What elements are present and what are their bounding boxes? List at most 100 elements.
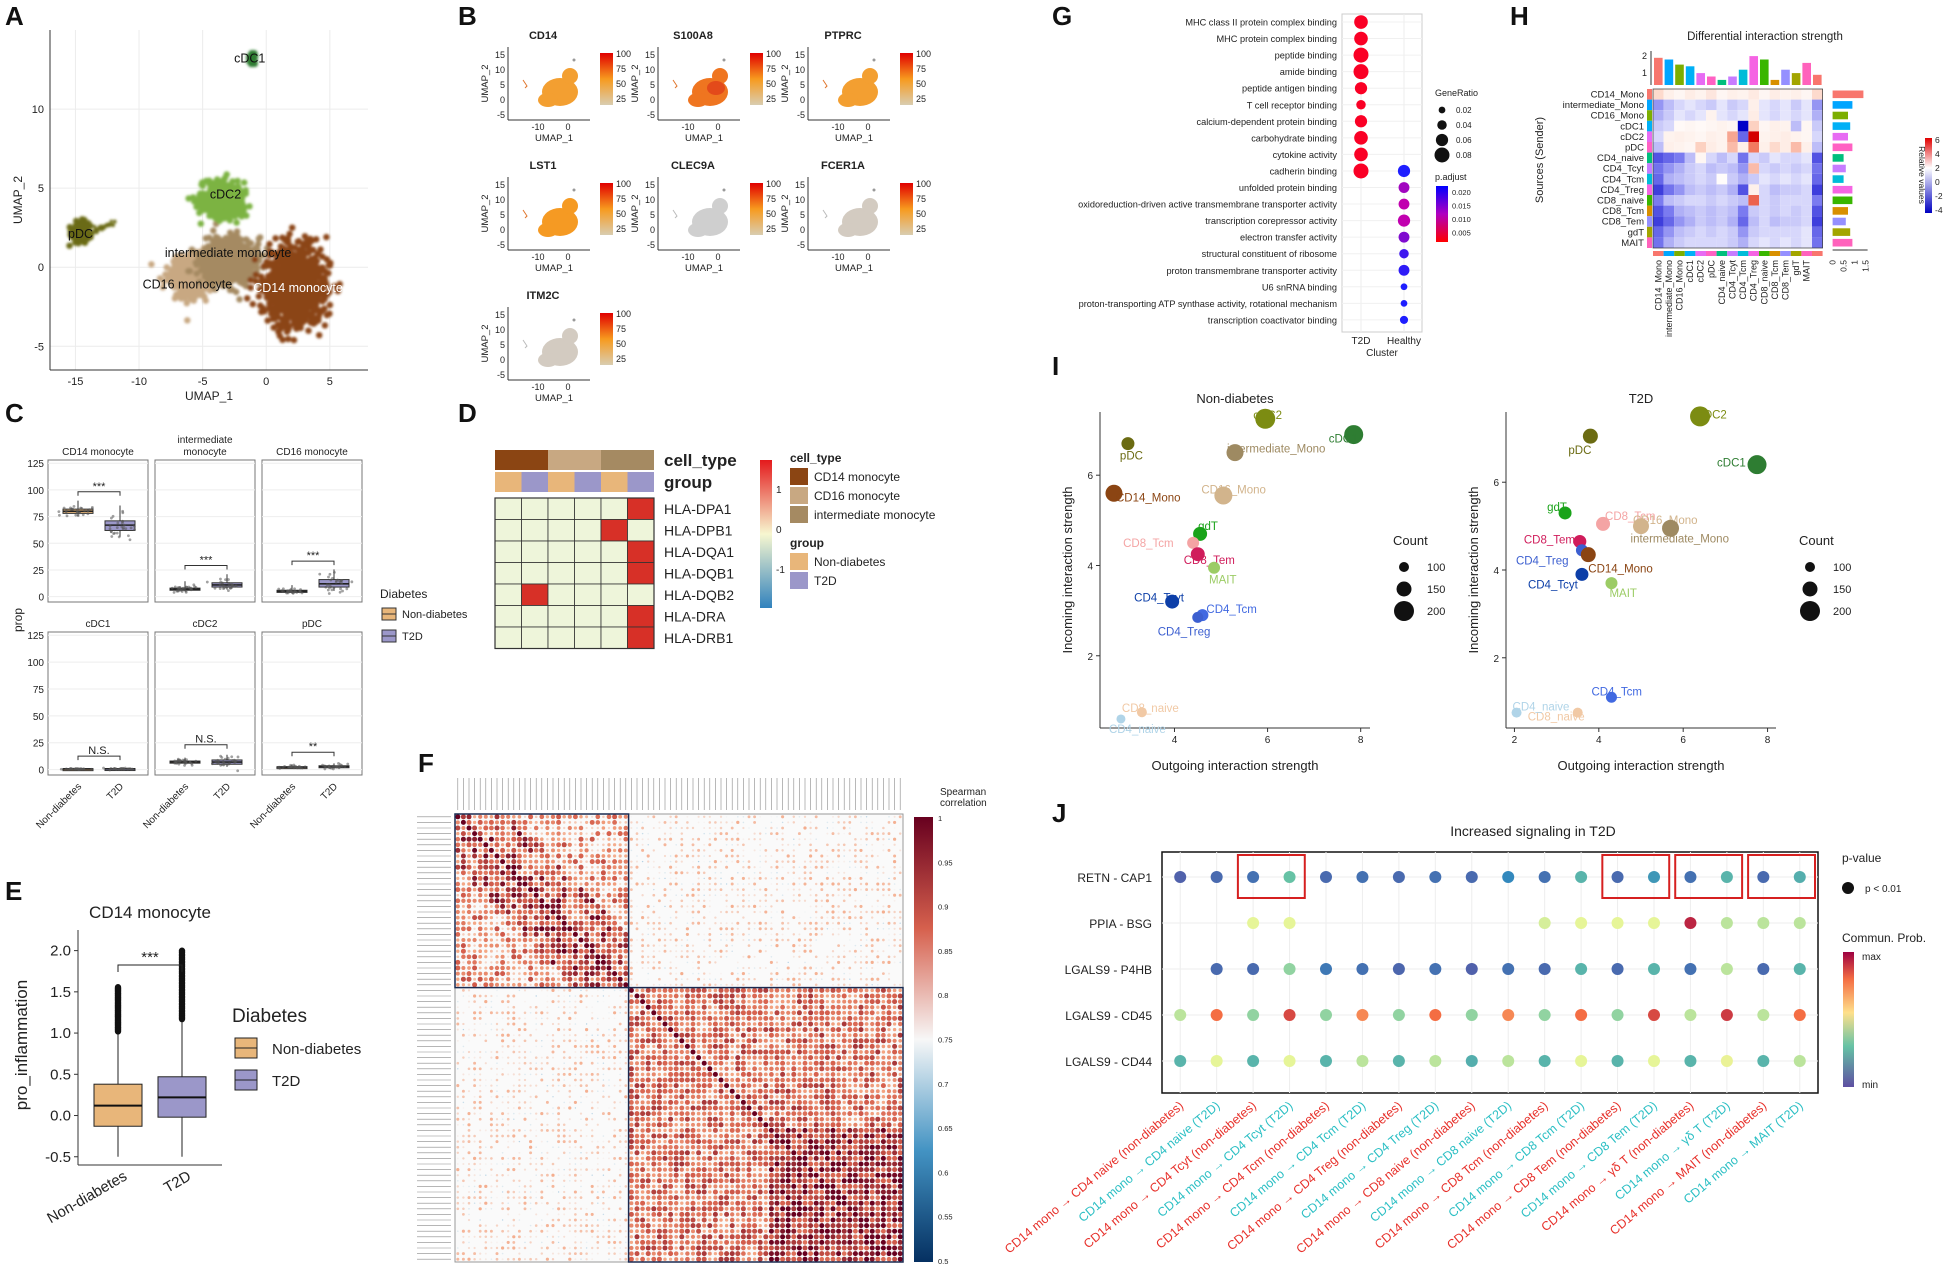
correlation-dot (669, 832, 672, 835)
cell-point (572, 318, 576, 322)
correlation-dot (578, 892, 584, 898)
data-point (300, 591, 304, 595)
correlation-dot (809, 876, 813, 880)
correlation-dot (483, 881, 489, 887)
umap-point (321, 295, 328, 303)
correlation-dot (759, 849, 762, 852)
data-point (337, 762, 340, 765)
cell-point (722, 58, 726, 62)
y-tick-label: -5 (647, 110, 655, 120)
umap-point (272, 235, 279, 242)
correlation-dot (589, 819, 595, 825)
correlation-dot (567, 887, 573, 892)
correlation-dot (641, 838, 644, 841)
umap-point (66, 242, 73, 249)
cell-point (822, 209, 828, 219)
correlation-dot (837, 860, 840, 863)
facet-title: CD14 monocyte (62, 447, 134, 458)
correlation-dot (550, 820, 556, 825)
correlation-dot (545, 876, 550, 881)
correlation-dot (736, 854, 740, 858)
correlation-dot (534, 876, 538, 881)
correlation-dot (803, 860, 807, 863)
correlation-dot (589, 875, 595, 881)
correlation-dot (556, 881, 562, 887)
correlation-dot (489, 887, 494, 892)
correlation-dot (848, 876, 852, 880)
correlation-dot (781, 826, 785, 830)
heatmap-cell (521, 583, 549, 606)
correlation-dot (618, 837, 622, 841)
correlation-dot (848, 866, 851, 869)
legend-swatch (790, 553, 808, 570)
correlation-dot (837, 871, 840, 874)
correlation-dot (758, 832, 762, 835)
correlation-dot (859, 876, 863, 880)
correlation-dot (876, 832, 880, 835)
correlation-dot (500, 825, 505, 831)
correlation-dot (460, 870, 466, 876)
correlation-dot (714, 832, 717, 835)
correlation-dot (607, 888, 611, 891)
correlation-dot (516, 898, 522, 904)
correlation-dot (612, 893, 617, 898)
correlation-dot (617, 848, 623, 853)
correlation-dot (630, 899, 633, 902)
correlation-dot (691, 854, 695, 858)
correlation-dot (697, 860, 700, 863)
correlation-dot (641, 894, 644, 897)
correlation-dot (517, 825, 522, 831)
correlation-dot (787, 821, 790, 824)
correlation-dot (472, 875, 478, 881)
correlation-dot (456, 893, 460, 897)
data-point (294, 765, 298, 768)
correlation-dot (600, 875, 606, 881)
correlation-dot (562, 870, 567, 875)
correlation-dot (741, 876, 745, 880)
y-tick-label: 0.5 (50, 1066, 71, 1083)
scale-tick: 50 (916, 209, 926, 219)
correlation-dot (472, 831, 478, 837)
correlation-dot (505, 892, 511, 898)
correlation-dot (494, 836, 500, 842)
correlation-dot (730, 826, 734, 830)
correlation-dot (692, 860, 694, 863)
correlation-dot (697, 899, 700, 903)
correlation-dot (793, 838, 795, 840)
correlation-dot (781, 860, 784, 863)
umap-point (197, 220, 204, 227)
correlation-dot (539, 893, 544, 898)
cell-point (872, 58, 876, 62)
correlation-dot (478, 826, 482, 830)
correlation-dot (572, 814, 578, 820)
correlation-dot (578, 825, 584, 831)
correlation-dot (837, 882, 841, 886)
correlation-dot (544, 892, 550, 898)
data-point (221, 760, 225, 764)
correlation-dot (596, 849, 599, 852)
umap-point (230, 202, 237, 210)
correlation-dot (697, 848, 701, 852)
correlation-dot (477, 864, 483, 870)
sig-label: *** (141, 949, 159, 966)
correlation-dot (691, 893, 695, 897)
correlation-dot (618, 843, 622, 847)
correlation-dot (618, 865, 623, 870)
scale-tick: 100 (616, 179, 631, 189)
correlation-dot (585, 826, 588, 830)
correlation-dot (585, 871, 589, 875)
correlation-dot (540, 826, 544, 830)
correlation-dot (556, 887, 561, 892)
correlation-dot (505, 853, 511, 859)
correlation-dot (623, 892, 629, 898)
correlation-dot (809, 843, 812, 847)
correlation-dot (595, 892, 601, 898)
correlation-dot (600, 859, 606, 865)
correlation-dot (494, 859, 500, 864)
correlation-dot (809, 849, 812, 852)
correlation-dot (607, 820, 611, 825)
correlation-dot (466, 814, 472, 820)
cell-type-annotation (521, 450, 548, 470)
correlation-dot (786, 860, 790, 863)
correlation-dot (736, 820, 740, 825)
